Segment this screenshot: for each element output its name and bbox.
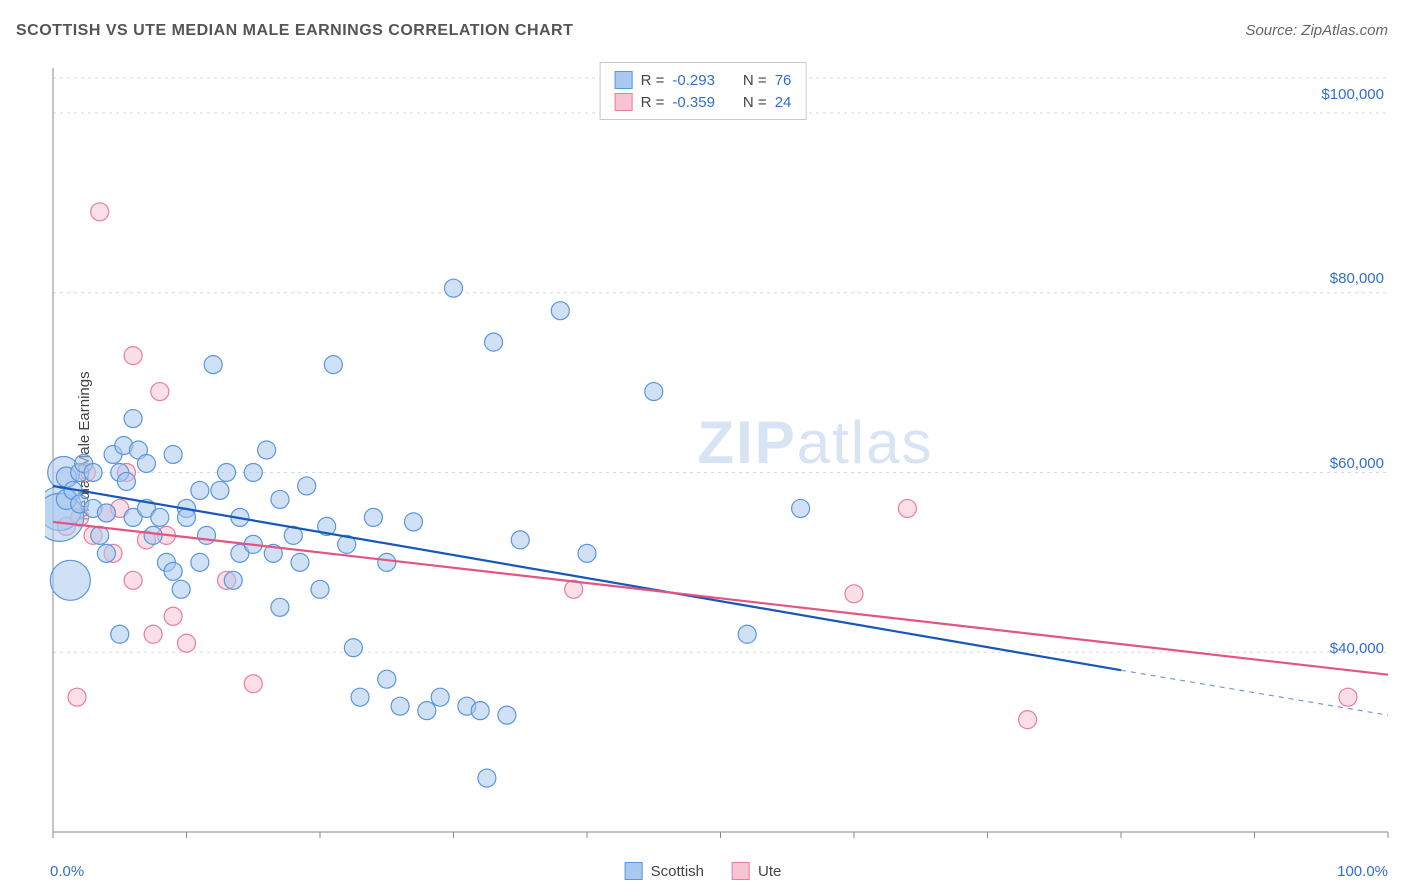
series-swatch-ute [732,862,750,880]
stats-r-value: -0.293 [672,72,715,89]
y-tick-label: $40,000 [1330,640,1384,657]
x-axis-min-label: 0.0% [50,863,84,880]
series-legend-item: Ute [732,862,781,880]
stats-n-value: 24 [775,94,792,111]
stats-legend-row: R = -0.293 N = 76 [615,69,792,91]
series-label: Scottish [651,863,704,880]
y-tick-label: $80,000 [1330,270,1384,287]
stats-r-label: R = [641,72,665,89]
stats-n-value: 76 [775,72,792,89]
stats-r-value: -0.359 [672,94,715,111]
stats-swatch-ute [615,93,633,111]
stats-r-label: R = [641,94,665,111]
stats-n-label: N = [743,94,767,111]
x-axis-max-label: 100.0% [1337,863,1388,880]
stats-legend-row: R = -0.359 N = 24 [615,91,792,113]
chart-title: SCOTTISH VS UTE MEDIAN MALE EARNINGS COR… [16,22,573,40]
stats-swatch-scottish [615,71,633,89]
series-legend-item: Scottish [625,862,704,880]
series-label: Ute [758,863,781,880]
series-legend: Scottish Ute [625,862,782,880]
series-swatch-scottish [625,862,643,880]
y-tick-label: $100,000 [1321,86,1384,103]
y-tick-label: $60,000 [1330,455,1384,472]
source-attribution: Source: ZipAtlas.com [1245,22,1388,39]
stats-legend: R = -0.293 N = 76 R = -0.359 N = 24 [600,62,807,120]
chart-area [45,60,1396,852]
stats-n-label: N = [743,72,767,89]
